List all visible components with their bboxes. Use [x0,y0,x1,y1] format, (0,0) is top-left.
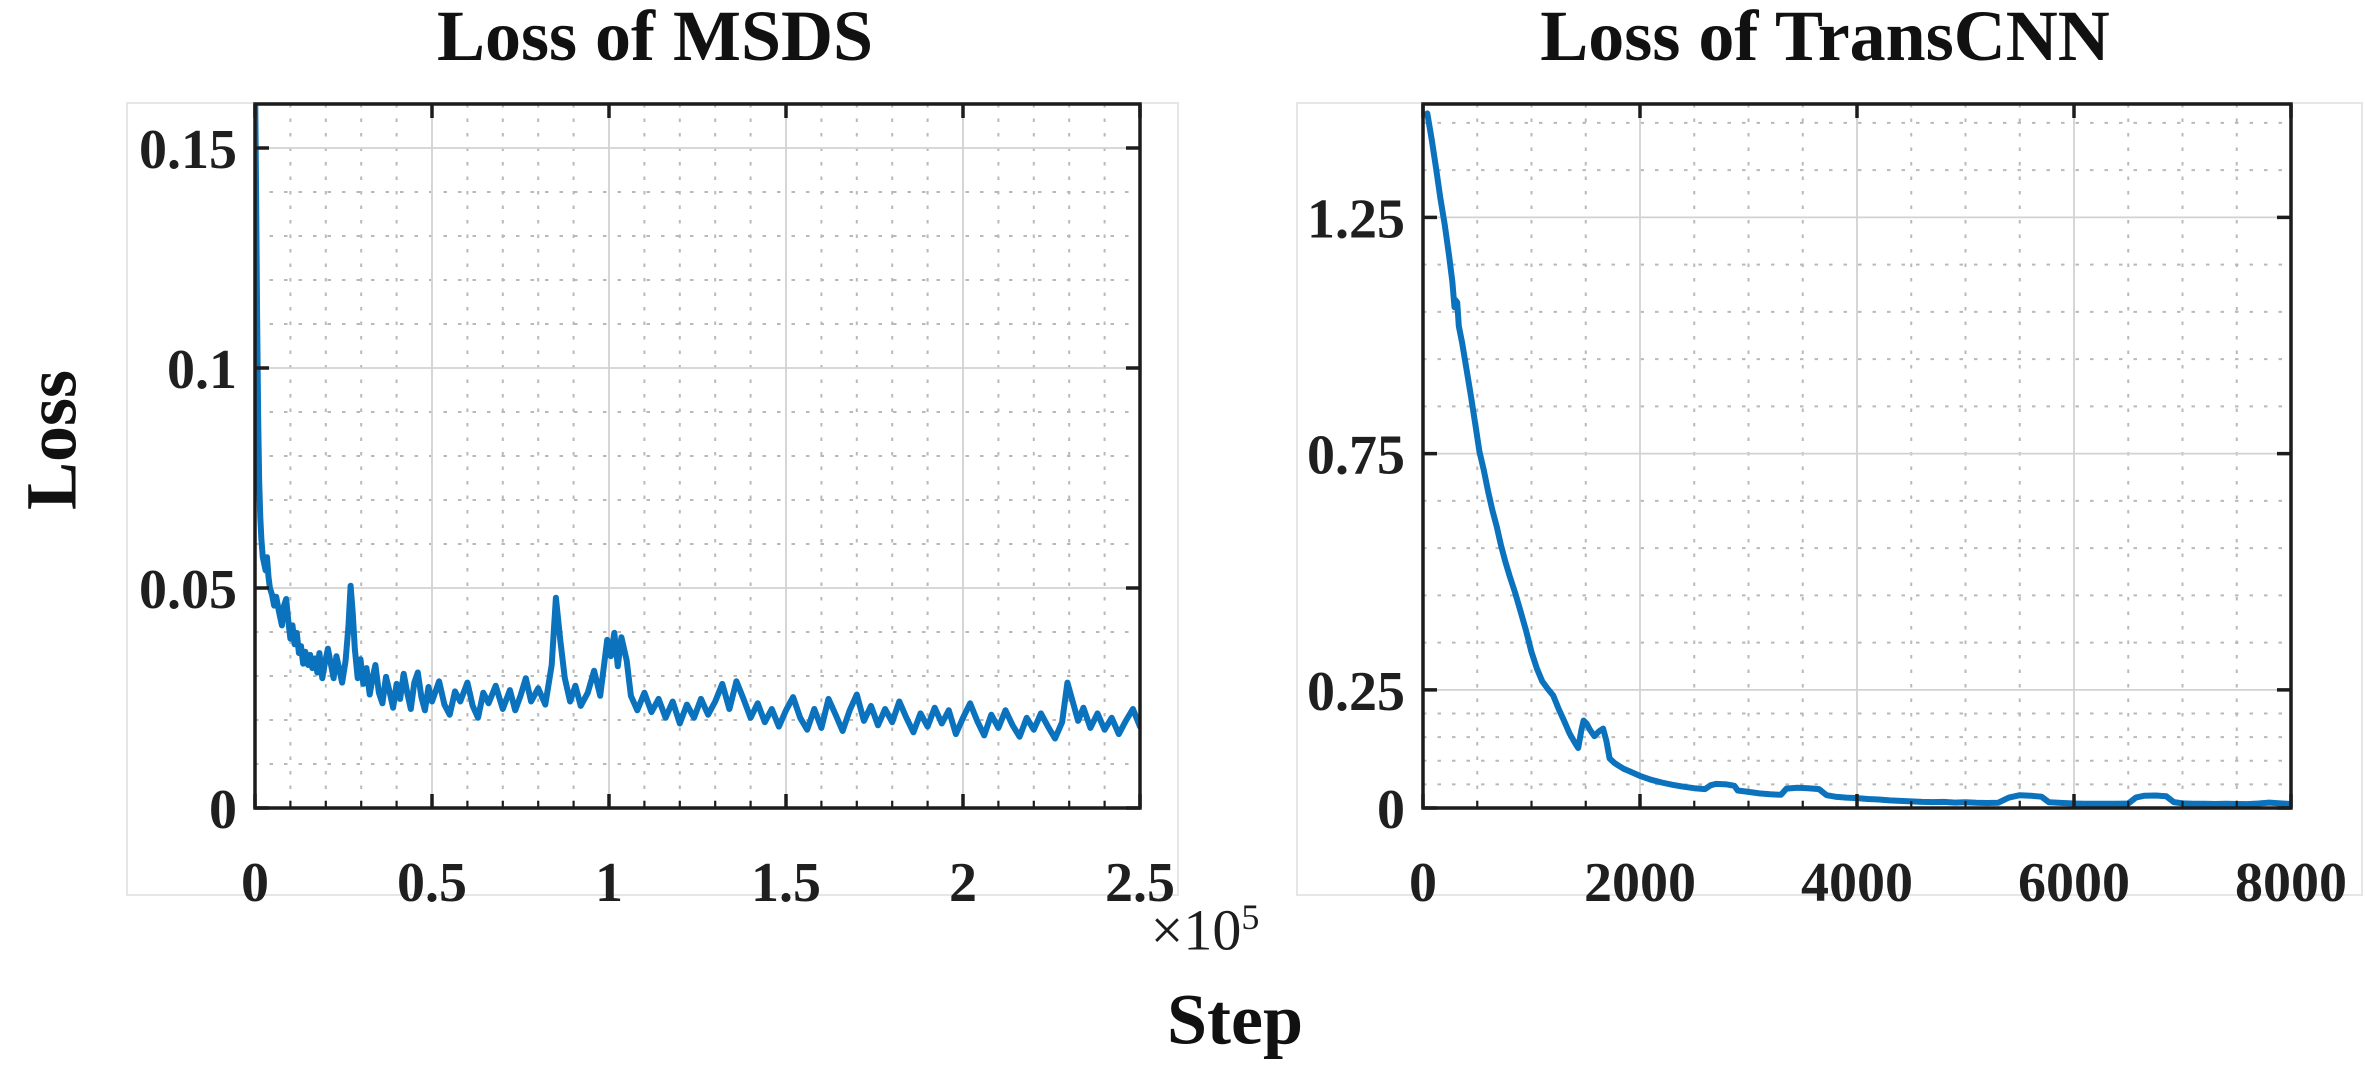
x-tick-label: 6000 [2018,852,2130,914]
x-axis-label: Step [1166,979,1304,1060]
x-tick-label: 0 [1409,852,1437,914]
y-axis-label: Loss [11,369,92,511]
x-tick-labels: 0 0.5 1 1.5 2 2.5 [241,852,1175,914]
y-tick-label: 0.25 [1307,661,1405,723]
x-tick-label: 4000 [1801,852,1913,914]
x-tick-label: 0 [241,852,269,914]
x-tick-label: 0.5 [397,852,467,914]
y-tick-label: 1.25 [1307,188,1405,250]
y-tick-label: 0.75 [1307,425,1405,487]
x-exponent-prefix: ×10 [1150,897,1242,963]
major-grid [1423,104,2291,808]
y-tick-labels: 0 0.25 0.75 1.25 [1307,188,1405,841]
tick-marks [1421,104,2293,810]
chart-title-transcnn: Loss of TransCNN [1540,0,2109,76]
x-tick-label: 1 [595,852,623,914]
chart-title-msds: Loss of MSDS [437,0,873,76]
chart-loss-msds: 0 0.5 1 1.5 2 2.5 0 0.05 0.1 0.15 Loss of MSDS [126,0,1179,914]
chart-loss-transcnn: 0 2000 4000 6000 8000 0 0.25 0.75 1.25 Loss of Tr… [1296,0,2363,914]
x-tick-labels: 0 2000 4000 6000 8000 [1409,852,2347,914]
y-tick-label: 0 [209,779,237,841]
loss-curve [255,104,1140,742]
y-tick-label: 0 [1377,779,1405,841]
x-tick-label: 8000 [2235,852,2347,914]
minor-grid [255,104,1140,808]
x-exponent-power: 5 [1241,897,1260,938]
y-tick-label: 0.1 [167,339,237,401]
panel-frame [1296,102,2363,896]
x-tick-label: 2000 [1584,852,1696,914]
x-tick-label: 2.5 [1105,852,1175,914]
x-tick-label: 2 [949,852,977,914]
axis-box [253,102,1142,810]
minor-tick-marks [1476,801,2238,808]
loss-curve [1424,110,2291,808]
y-tick-label: 0.05 [139,559,237,621]
tick-marks [253,104,1142,810]
x-tick-label: 1.5 [751,852,821,914]
y-tick-label: 0.15 [139,119,237,181]
x-axis-exponent: ×105 [1151,897,1260,964]
y-tick-labels: 0 0.05 0.1 0.15 [139,119,237,841]
minor-tick-marks [289,801,1106,808]
minor-grid [1423,104,2291,808]
